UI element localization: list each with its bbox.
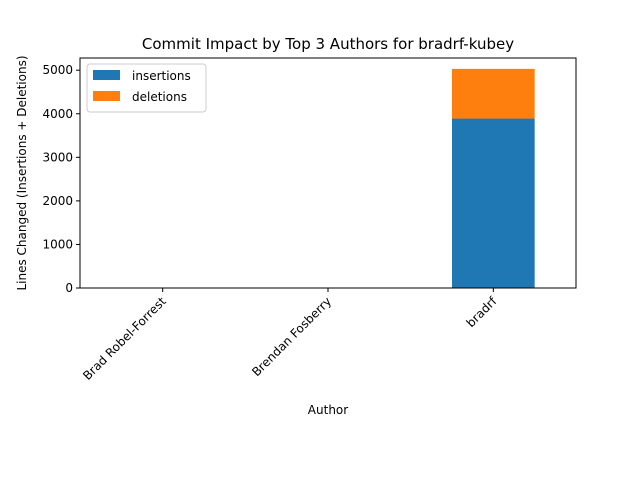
bar-insertions-2 xyxy=(452,118,535,288)
y-tick-label: 0 xyxy=(65,281,73,295)
bar-deletions-2 xyxy=(452,68,535,119)
y-tick-label: 1000 xyxy=(42,237,73,251)
x-axis: Brad Robel-Forrest Brendan Fosberry bradrf xyxy=(80,288,500,383)
y-tick-label: 4000 xyxy=(42,107,73,121)
x-tick-label: Brendan Fosberry xyxy=(249,294,334,379)
legend-label-deletions: deletions xyxy=(132,90,187,104)
y-tick-label: 5000 xyxy=(42,63,73,77)
y-axis-label: Lines Changed (Insertions + Deletions) xyxy=(15,55,29,290)
legend: insertions deletions xyxy=(86,63,207,113)
x-tick-label: bradrf xyxy=(464,294,500,330)
bars-group xyxy=(452,68,535,288)
y-axis: 0 1000 2000 3000 4000 5000 xyxy=(42,63,80,295)
x-axis-label: Author xyxy=(308,403,348,417)
chart-title: Commit Impact by Top 3 Authors for bradr… xyxy=(142,35,514,53)
legend-swatch-insertions xyxy=(93,70,120,80)
legend-label-insertions: insertions xyxy=(132,69,191,83)
x-tick-label: Brad Robel-Forrest xyxy=(80,294,169,383)
y-tick-label: 3000 xyxy=(42,150,73,164)
y-tick-label: 2000 xyxy=(42,194,73,208)
legend-swatch-deletions xyxy=(93,91,120,101)
